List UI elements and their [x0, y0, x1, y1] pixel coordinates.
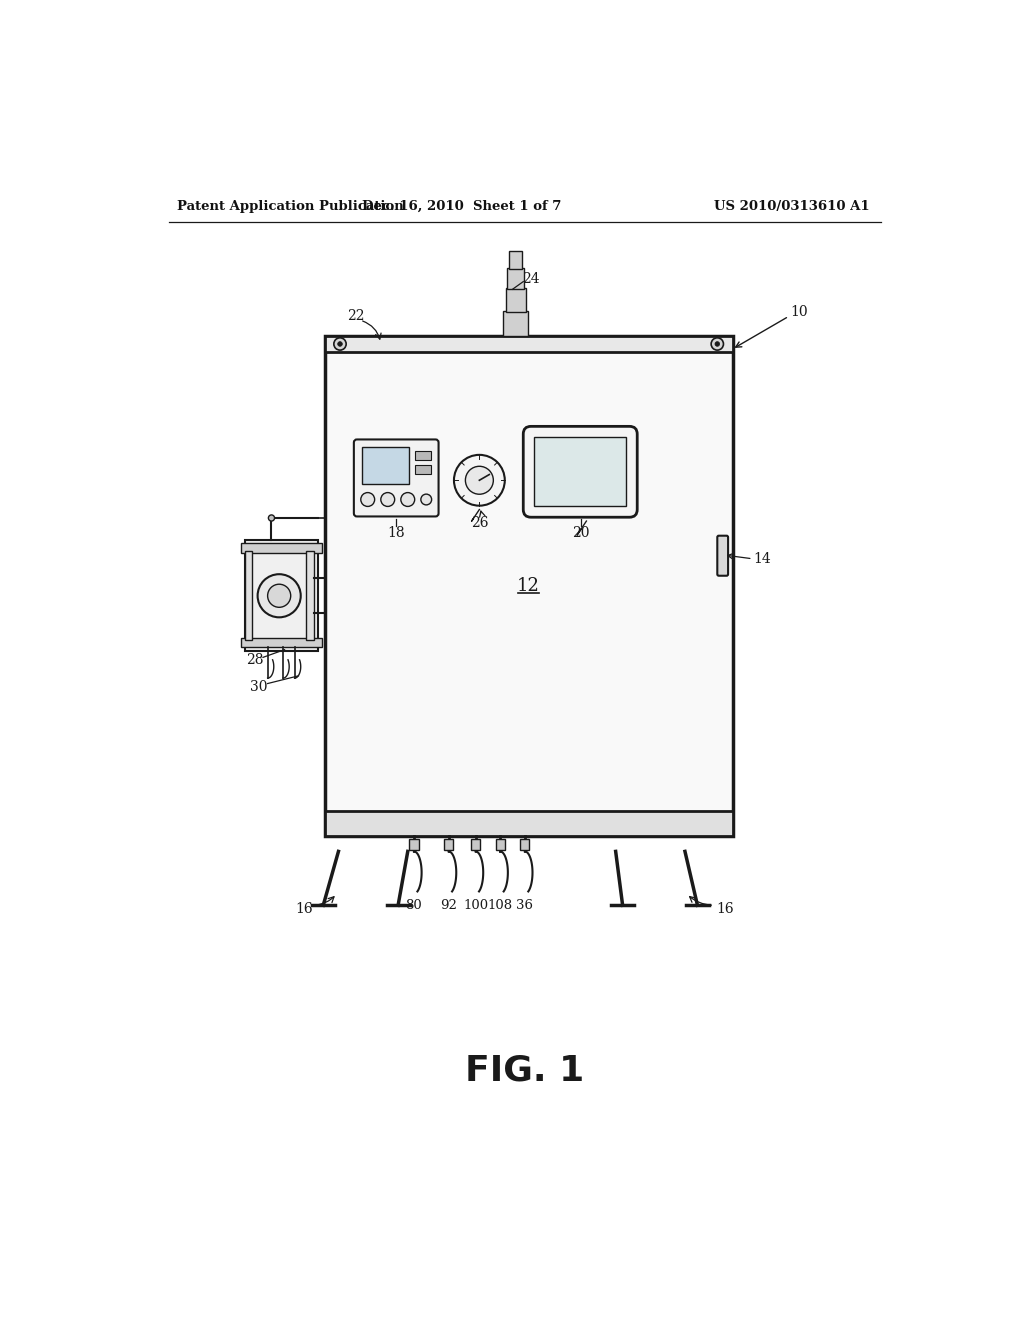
Bar — [245, 540, 317, 651]
Text: 28: 28 — [247, 653, 264, 668]
Circle shape — [338, 342, 342, 346]
Text: 18: 18 — [387, 527, 406, 540]
Bar — [520, 840, 529, 850]
Circle shape — [334, 338, 346, 350]
Circle shape — [258, 574, 301, 618]
Circle shape — [454, 455, 505, 506]
FancyBboxPatch shape — [717, 536, 728, 576]
Text: 14: 14 — [753, 552, 771, 566]
Text: 80: 80 — [406, 899, 422, 912]
Bar — [241, 638, 322, 647]
Bar — [325, 812, 733, 836]
Bar — [503, 312, 528, 335]
Text: 30: 30 — [251, 680, 268, 693]
FancyBboxPatch shape — [523, 426, 637, 517]
Text: 16: 16 — [296, 902, 313, 916]
FancyBboxPatch shape — [354, 440, 438, 516]
Bar — [325, 335, 733, 352]
Text: 100: 100 — [463, 899, 488, 912]
Text: FIG. 1: FIG. 1 — [465, 1053, 585, 1088]
Circle shape — [360, 492, 375, 507]
Bar — [507, 268, 524, 289]
Bar — [509, 251, 522, 269]
Text: 36: 36 — [516, 899, 534, 912]
Text: 20: 20 — [572, 527, 590, 540]
Bar — [416, 451, 431, 461]
Bar — [535, 437, 627, 507]
Text: 26: 26 — [471, 516, 488, 529]
Bar — [496, 840, 505, 850]
Text: Dec. 16, 2010  Sheet 1 of 7: Dec. 16, 2010 Sheet 1 of 7 — [361, 199, 561, 213]
Text: 10: 10 — [791, 305, 808, 319]
Text: 12: 12 — [517, 577, 540, 595]
Text: Patent Application Publication: Patent Application Publication — [177, 199, 403, 213]
Bar — [506, 288, 525, 313]
Circle shape — [381, 492, 394, 507]
Bar — [361, 447, 410, 484]
Circle shape — [711, 338, 724, 350]
Circle shape — [400, 492, 415, 507]
Text: 22: 22 — [347, 309, 365, 323]
Bar — [471, 840, 480, 850]
Circle shape — [421, 494, 432, 506]
Circle shape — [465, 466, 494, 494]
Circle shape — [267, 585, 291, 607]
Text: 24: 24 — [522, 272, 540, 285]
Bar — [241, 544, 322, 553]
Text: 16: 16 — [716, 902, 734, 916]
Bar — [444, 840, 454, 850]
Bar — [410, 840, 419, 850]
Bar — [245, 552, 252, 640]
Text: 108: 108 — [487, 899, 513, 912]
Bar — [325, 335, 733, 836]
Circle shape — [715, 342, 720, 346]
Bar — [306, 552, 313, 640]
Bar — [416, 465, 431, 474]
Circle shape — [268, 515, 274, 521]
Text: 92: 92 — [440, 899, 457, 912]
Text: US 2010/0313610 A1: US 2010/0313610 A1 — [714, 199, 869, 213]
